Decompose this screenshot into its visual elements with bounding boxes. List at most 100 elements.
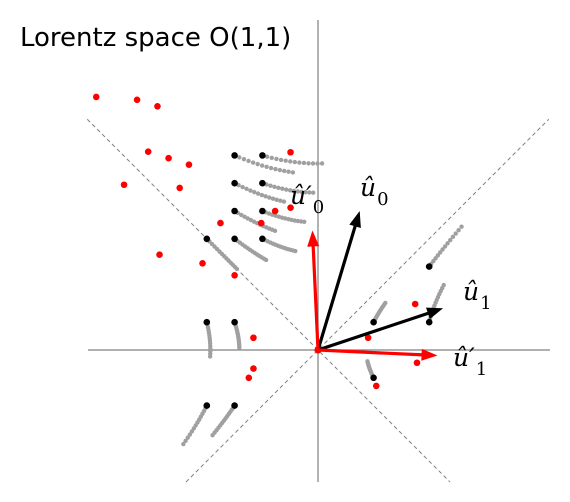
transformed-point	[364, 334, 372, 342]
transformed-point	[176, 184, 183, 192]
original-point	[370, 318, 377, 326]
guides	[86, 20, 550, 483]
u0-prime-vector-head	[307, 230, 320, 247]
trail-dot	[181, 441, 186, 447]
trail-dot	[450, 234, 456, 240]
trail-dot	[274, 197, 279, 202]
original-point	[203, 235, 211, 243]
u0-vector-shaft	[316, 223, 358, 351]
trail-dot	[299, 189, 304, 195]
u0-label: û0	[360, 173, 389, 210]
trail-dot	[290, 170, 296, 175]
trail-dot	[259, 163, 265, 168]
trail-dot	[277, 167, 283, 173]
transformed-points	[92, 93, 421, 390]
trail-dot	[248, 188, 253, 193]
u0-prime-label: û′0	[290, 181, 324, 218]
transformed-point	[250, 334, 257, 342]
transformed-point	[250, 365, 257, 372]
trail-dot	[453, 231, 458, 236]
u1-prime-vector-head	[421, 348, 438, 361]
trail-dot	[272, 184, 277, 190]
transformed-point	[217, 219, 224, 227]
trail-dot	[307, 190, 312, 195]
original-point	[425, 318, 433, 326]
u1-label: û1	[463, 277, 492, 314]
trail-dot	[441, 282, 446, 288]
trail-dot	[440, 247, 445, 252]
trail-dot	[297, 160, 302, 165]
original-points	[203, 152, 433, 409]
original-point	[259, 235, 266, 243]
u1-vector-head	[426, 307, 444, 320]
transformed-point	[411, 300, 419, 308]
trail-dot	[306, 161, 311, 166]
trail-dot	[263, 194, 268, 199]
trail-dot	[280, 186, 285, 191]
trail-dot	[278, 198, 283, 203]
trail-dot	[276, 185, 281, 191]
trail-dot	[315, 161, 320, 166]
u1-vector-shaft	[317, 311, 431, 352]
u0-prime-label-subscript: 0	[313, 197, 324, 218]
trail-dot	[259, 192, 265, 198]
transformed-point	[287, 204, 294, 211]
trail-dot	[272, 228, 278, 233]
u0-label-symbol: û	[360, 173, 376, 202]
orbit-trails	[181, 154, 464, 447]
original-point	[259, 152, 266, 159]
trail-dot	[239, 212, 244, 218]
trail-dot	[269, 155, 274, 161]
vectors	[307, 211, 444, 361]
trail-dot	[282, 168, 287, 174]
trail-dot	[281, 199, 287, 204]
trail-dot	[255, 191, 261, 196]
trail-dot	[255, 161, 260, 167]
u0-prime-label-symbol: û′	[290, 181, 312, 210]
trail-dot	[270, 196, 276, 201]
trail-dot	[237, 155, 242, 160]
original-point	[231, 207, 238, 215]
trail-dot	[240, 184, 245, 190]
trail-dot	[250, 160, 256, 165]
u1-prime-label-subscript: 1	[476, 359, 487, 380]
transformed-point	[413, 359, 421, 367]
trail-dot	[293, 248, 298, 254]
transformed-point	[199, 260, 206, 267]
transformed-point	[287, 148, 294, 156]
transformed-point	[165, 154, 172, 162]
transformed-point	[144, 148, 152, 156]
trail-dot	[264, 164, 269, 170]
trail-dot	[448, 237, 453, 243]
transformed-point	[154, 102, 161, 110]
trail-dot	[456, 227, 461, 233]
u1-label-subscript: 1	[480, 293, 491, 314]
trail-dot	[383, 300, 388, 306]
trail-dot	[268, 165, 274, 171]
trail-dot	[310, 161, 316, 166]
trail-dot	[234, 266, 240, 272]
trail-dot	[183, 438, 188, 444]
trail-dot	[267, 195, 272, 200]
u1-prime-vector-shaft	[317, 348, 424, 357]
original-point	[231, 235, 238, 243]
u0-label-subscript: 0	[377, 189, 388, 210]
transformed-point	[133, 96, 141, 104]
light-cone-line	[185, 118, 550, 483]
transformed-point	[245, 374, 253, 382]
trail-dot	[273, 166, 278, 172]
original-point	[231, 179, 238, 187]
trail-dot	[445, 241, 450, 246]
trail-dot	[319, 161, 325, 166]
original-point	[231, 318, 238, 326]
trail-dot	[302, 219, 307, 225]
transformed-point	[120, 181, 128, 189]
u0-prime-vector-shaft	[311, 244, 320, 351]
u1-prime-label-symbol: û′	[453, 343, 475, 372]
trail-dot	[278, 157, 284, 163]
trail-dot	[210, 432, 215, 438]
trail-dot	[310, 190, 316, 195]
trail-dot	[274, 156, 279, 162]
